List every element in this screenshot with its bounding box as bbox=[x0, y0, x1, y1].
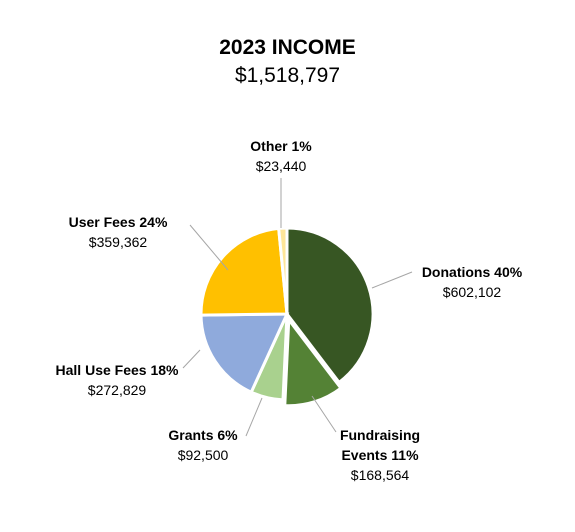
pie-slice bbox=[283, 315, 343, 408]
slice-label: Hall Use Fees 18% bbox=[55, 362, 179, 378]
pie-slice bbox=[277, 226, 289, 315]
slice-label: Donations 40% bbox=[421, 264, 523, 280]
slice-label: Fundraising Events 11% bbox=[339, 427, 421, 463]
leader-line bbox=[311, 395, 337, 433]
pie-slice bbox=[285, 226, 375, 385]
value-label: $168,564 bbox=[350, 467, 410, 483]
pie-slice bbox=[199, 312, 290, 395]
leader-line bbox=[245, 397, 263, 437]
chart-subtitle: $1,518,797 bbox=[234, 64, 341, 87]
value-label: $272,829 bbox=[87, 382, 147, 398]
slice-label: Grants 6% bbox=[168, 427, 238, 443]
value-label: $23,440 bbox=[255, 158, 307, 174]
value-label: $602,102 bbox=[442, 284, 502, 300]
slice-label: User Fees 24% bbox=[68, 214, 168, 230]
value-label: $359,362 bbox=[88, 234, 148, 250]
value-label: $92,500 bbox=[177, 447, 229, 463]
leader-line bbox=[189, 224, 229, 271]
chart-title: 2023 INCOME bbox=[219, 36, 356, 59]
pie-slice bbox=[199, 226, 289, 317]
leader-line bbox=[371, 271, 413, 289]
leader-line bbox=[182, 349, 201, 369]
slice-label: Other 1% bbox=[250, 138, 312, 154]
